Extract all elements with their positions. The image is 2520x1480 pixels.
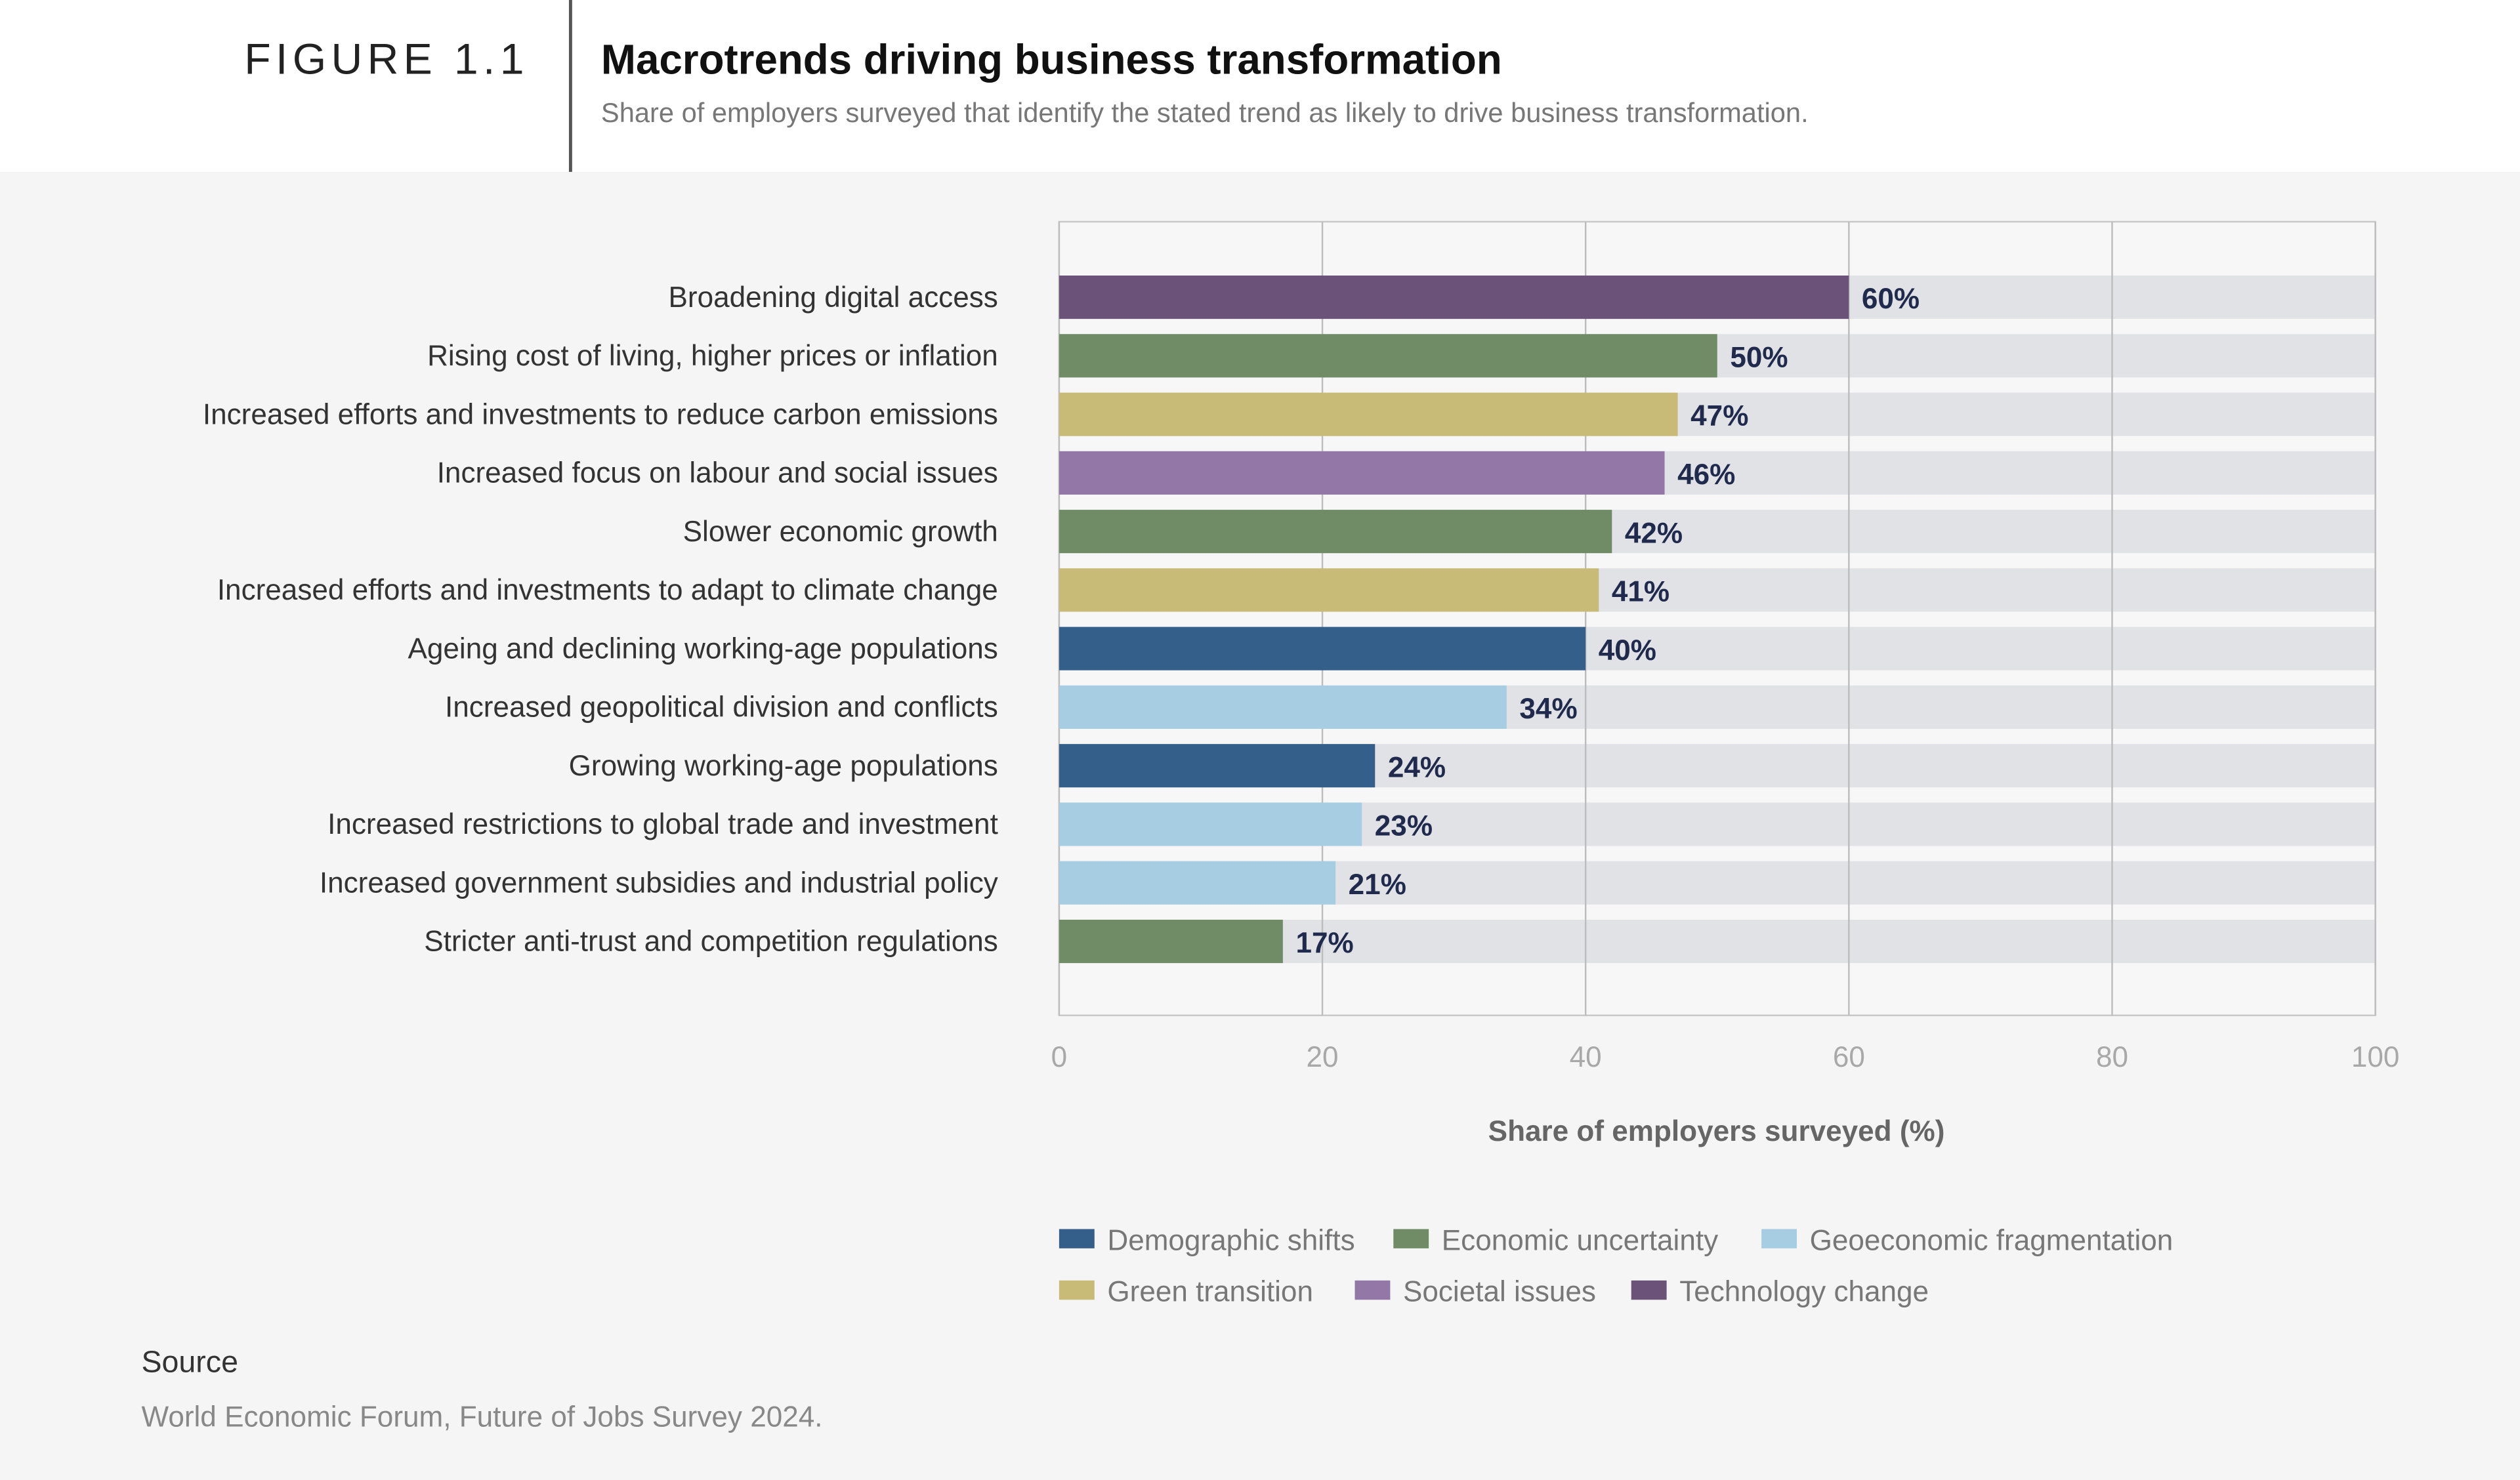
value-label: 34% (1519, 693, 1577, 725)
value-label: 42% (1625, 517, 1683, 549)
bar (1059, 510, 1612, 554)
value-label: 41% (1612, 576, 1670, 608)
legend-label: Green transition (1107, 1276, 1313, 1308)
figure-label: FIGURE 1.1 (244, 35, 529, 84)
value-label: 24% (1388, 751, 1446, 783)
value-label: 40% (1599, 634, 1656, 667)
value-label: 23% (1375, 810, 1433, 842)
bar (1059, 744, 1376, 788)
category-label: Rising cost of living, higher prices or … (427, 340, 998, 372)
value-label: 46% (1677, 459, 1735, 491)
value-label: 21% (1349, 869, 1406, 901)
category-label: Slower economic growth (683, 516, 998, 548)
bar (1059, 919, 1283, 964)
legend-label: Societal issues (1403, 1276, 1596, 1308)
source-label: Source (141, 1346, 238, 1380)
category-label: Ageing and declining working-age populat… (408, 632, 998, 665)
legend-swatch (1059, 1280, 1095, 1300)
bar (1059, 334, 1717, 378)
value-label: 60% (1862, 283, 1920, 315)
category-label: Increased geopolitical division and conf… (445, 691, 998, 724)
category-label: Increased efforts and investments to ada… (217, 574, 998, 606)
header-divider (568, 0, 572, 173)
legend-swatch (1631, 1280, 1667, 1300)
x-tick-label: 0 (1051, 1041, 1068, 1073)
x-axis-title: Share of employers surveyed (%) (1488, 1115, 1945, 1147)
value-label: 47% (1690, 400, 1748, 432)
category-label: Growing working-age populations (569, 750, 998, 782)
x-tick-label: 60 (1833, 1041, 1865, 1073)
category-label: Increased focus on labour and social iss… (437, 457, 998, 489)
category-label: Increased restrictions to global trade a… (327, 808, 998, 840)
figure-subtitle: Share of employers surveyed that identif… (600, 98, 1809, 129)
bar (1059, 861, 1336, 905)
bar (1059, 568, 1599, 612)
legend-swatch (1354, 1280, 1391, 1300)
bar (1059, 276, 1849, 319)
value-label: 50% (1730, 341, 1788, 373)
x-tick-label: 20 (1307, 1041, 1339, 1073)
category-label: Increased efforts and investments to red… (203, 398, 998, 430)
figure-title: Macrotrends driving business transformat… (600, 35, 1502, 84)
bar (1059, 392, 1678, 436)
legend-swatch (1761, 1229, 1797, 1248)
value-label: 17% (1295, 927, 1353, 959)
bar (1059, 451, 1665, 495)
legend-label: Demographic shifts (1107, 1224, 1354, 1256)
x-tick-label: 100 (2351, 1041, 2400, 1073)
category-label: Increased government subsidies and indus… (320, 867, 998, 899)
legend-label: Technology change (1679, 1276, 1929, 1308)
legend-swatch (1059, 1229, 1095, 1248)
category-label: Stricter anti-trust and competition regu… (424, 926, 998, 958)
legend-label: Economic uncertainty (1442, 1224, 1718, 1256)
legend-label: Geoeconomic fragmentation (1810, 1224, 2174, 1256)
figure-header: FIGURE 1.1 Macrotrends driving business … (0, 0, 2520, 173)
category-label: Broadening digital access (669, 281, 998, 314)
bar (1059, 802, 1362, 846)
bar (1059, 627, 1586, 670)
source-text: World Economic Forum, Future of Jobs Sur… (141, 1401, 823, 1433)
legend-swatch (1393, 1229, 1429, 1248)
x-tick-label: 40 (1570, 1041, 1602, 1073)
x-tick-label: 80 (2096, 1041, 2128, 1073)
bar (1059, 685, 1507, 729)
